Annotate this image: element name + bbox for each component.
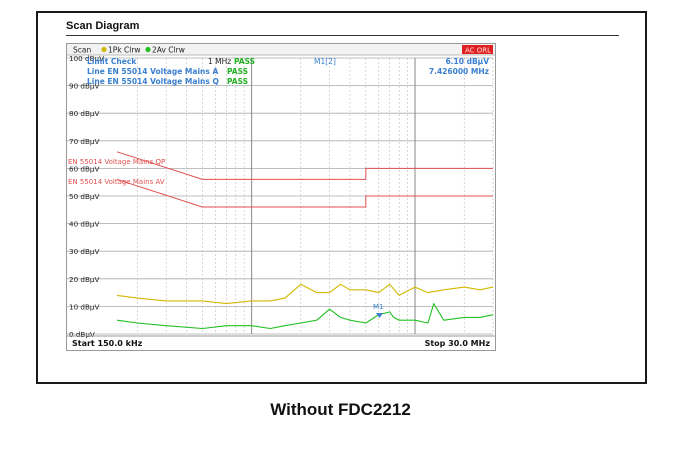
trace-lines — [116, 283, 494, 330]
trace2-label[interactable]: 2Av Clrw — [152, 46, 185, 55]
limit-line — [116, 151, 493, 180]
limit-check-pass: PASS — [234, 57, 255, 66]
trace2-indicator-icon — [145, 46, 151, 53]
marker-triangle-icon[interactable] — [376, 313, 383, 318]
trace-line — [116, 303, 494, 330]
freq-mark-label: 1 MHz — [208, 57, 231, 66]
trace-line — [116, 283, 494, 305]
marker-frequency: 7.426000 MHz — [429, 67, 489, 76]
toolbar-strip — [67, 44, 495, 55]
line-a-label: Line EN 55014 Voltage Mains A — [87, 67, 218, 76]
scan-label[interactable]: Scan — [73, 46, 91, 55]
limit-lines — [116, 151, 493, 208]
y-tick-label: 70 dBµV — [69, 137, 99, 146]
figure-caption: Without FDC2212 — [270, 400, 411, 419]
title-divider — [66, 35, 619, 36]
line-q-label: Line EN 55014 Voltage Mains Q — [87, 77, 219, 86]
scan-diagram-panel: Scan Diagram Scan 1Pk Clrw 2Av Clrw AC O… — [36, 11, 647, 384]
limit-check-label: Limit Check — [87, 57, 137, 66]
y-tick-label: 100 dBµV — [69, 54, 104, 63]
qp-limit-label: EN 55014 Voltage Mains QP — [68, 158, 165, 166]
y-tick-labels: 100 dBµV 90 dBµV 80 dBµV 70 dBµV 60 dBµV 50 d… — [69, 54, 104, 339]
y-tick-label: 60 dBµV — [69, 164, 99, 173]
y-tick-label: 10 dBµV — [69, 302, 99, 311]
panel-title: Scan Diagram — [66, 20, 140, 32]
trace1-indicator-icon — [101, 46, 107, 53]
start-frequency-label: Start 150.0 kHz — [72, 339, 143, 348]
y-tick-label: 80 dBµV — [69, 109, 99, 118]
av-limit-label: EN 55014 Voltage Mains AV — [68, 178, 165, 186]
analyzer-window: Scan 1Pk Clrw 2Av Clrw AC ORL 100 dBµV 90… — [66, 43, 496, 351]
spectrum-plot: Scan 1Pk Clrw 2Av Clrw AC ORL 100 dBµV 90… — [67, 44, 495, 348]
trace1-label[interactable]: 1Pk Clrw — [108, 46, 141, 55]
y-tick-label: 20 dBµV — [69, 275, 99, 284]
line-q-pass: PASS — [227, 77, 248, 86]
y-tick-label: 50 dBµV — [69, 192, 99, 201]
y-tick-label: 90 dBµV — [69, 82, 99, 91]
ac-orl-badge-label: AC ORL — [465, 47, 491, 55]
line-a-pass: PASS — [227, 67, 248, 76]
limit-line — [116, 178, 493, 208]
marker-id: M1[2] — [314, 57, 336, 66]
y-tick-label: 0 dBµV — [69, 330, 95, 339]
y-tick-label: 40 dBµV — [69, 220, 99, 229]
ac-orl-badge — [462, 45, 493, 54]
stop-frequency-label: Stop 30.0 MHz — [425, 339, 491, 348]
y-tick-label: 30 dBµV — [69, 247, 99, 256]
marker-flag[interactable]: M1 — [373, 303, 384, 311]
marker-level: 6.10 dBµV — [445, 57, 489, 66]
